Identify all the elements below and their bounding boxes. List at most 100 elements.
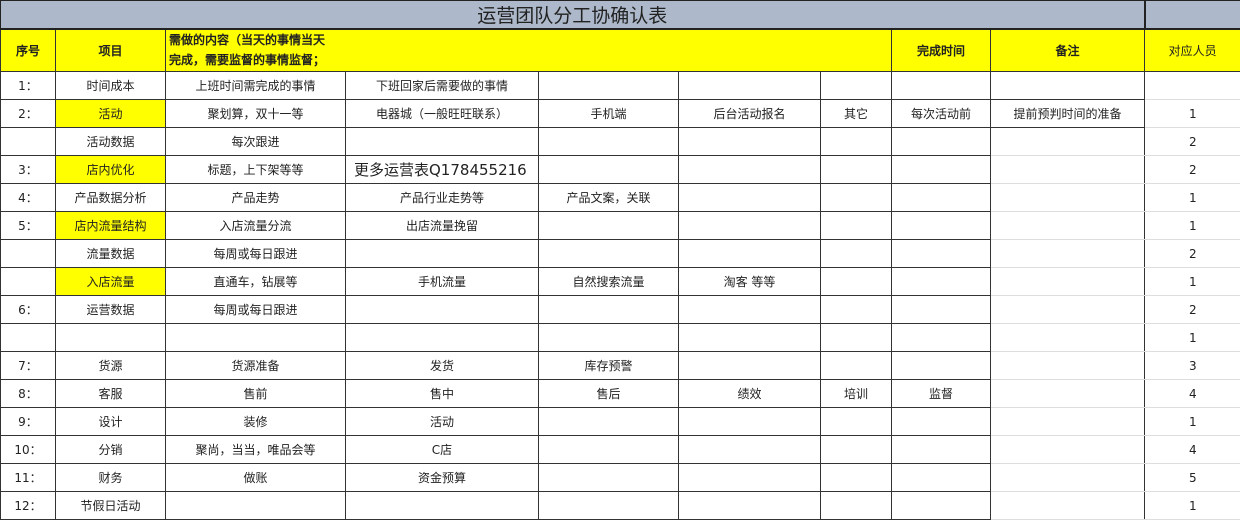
content-cell[interactable] — [679, 436, 821, 464]
content-cell[interactable]: 产品走势 — [166, 184, 346, 212]
content-cell[interactable]: 每周或每日跟进 — [166, 296, 346, 324]
content-cell[interactable] — [821, 72, 892, 100]
content-cell[interactable]: 发货 — [346, 352, 539, 380]
people-cell[interactable]: 1 — [1145, 100, 1240, 128]
item-cell[interactable] — [56, 324, 166, 352]
content-cell[interactable] — [821, 464, 892, 492]
done-time-cell[interactable] — [892, 128, 991, 156]
item-cell[interactable]: 店内流量结构 — [56, 212, 166, 240]
remark-cell[interactable] — [991, 212, 1145, 240]
content-cell[interactable] — [346, 492, 539, 520]
title-empty-cell[interactable] — [1145, 1, 1240, 30]
seq-cell[interactable]: 4： — [1, 184, 56, 212]
people-cell[interactable]: 1 — [1145, 324, 1240, 352]
content-cell[interactable] — [539, 128, 679, 156]
seq-cell[interactable] — [1, 128, 56, 156]
people-cell[interactable]: 3 — [1145, 352, 1240, 380]
done-time-cell[interactable] — [892, 184, 991, 212]
people-cell[interactable]: 1 — [1145, 212, 1240, 240]
header-remark[interactable]: 备注 — [991, 29, 1145, 72]
content-cell[interactable]: 售中 — [346, 380, 539, 408]
content-cell[interactable]: 资金预算 — [346, 464, 539, 492]
done-time-cell[interactable] — [892, 324, 991, 352]
seq-cell[interactable]: 7： — [1, 352, 56, 380]
item-cell[interactable]: 流量数据 — [56, 240, 166, 268]
done-time-cell[interactable] — [892, 296, 991, 324]
remark-cell[interactable] — [991, 380, 1145, 408]
content-cell[interactable] — [539, 436, 679, 464]
content-cell[interactable]: 手机端 — [539, 100, 679, 128]
seq-cell[interactable]: 6： — [1, 296, 56, 324]
item-cell[interactable]: 分销 — [56, 436, 166, 464]
done-time-cell[interactable] — [892, 268, 991, 296]
content-cell[interactable]: 入店流量分流 — [166, 212, 346, 240]
content-cell[interactable]: 直通车，钻展等 — [166, 268, 346, 296]
content-cell[interactable] — [346, 128, 539, 156]
content-cell[interactable] — [679, 72, 821, 100]
people-cell[interactable]: 2 — [1145, 240, 1240, 268]
done-time-cell[interactable] — [892, 156, 991, 184]
item-cell[interactable]: 货源 — [56, 352, 166, 380]
seq-cell[interactable] — [1, 324, 56, 352]
content-cell[interactable] — [679, 296, 821, 324]
people-cell[interactable]: 2 — [1145, 128, 1240, 156]
people-cell[interactable]: 5 — [1145, 464, 1240, 492]
content-cell[interactable]: 售前 — [166, 380, 346, 408]
item-cell[interactable]: 入店流量 — [56, 268, 166, 296]
remark-cell[interactable] — [991, 296, 1145, 324]
content-cell[interactable] — [539, 296, 679, 324]
content-cell[interactable] — [821, 324, 892, 352]
content-cell[interactable] — [539, 240, 679, 268]
remark-cell[interactable] — [991, 128, 1145, 156]
content-cell[interactable]: 上班时间需完成的事情 — [166, 72, 346, 100]
remark-cell[interactable] — [991, 240, 1145, 268]
content-cell[interactable]: 其它 — [821, 100, 892, 128]
remark-cell[interactable] — [991, 184, 1145, 212]
content-cell[interactable] — [821, 268, 892, 296]
content-cell[interactable]: 后台活动报名 — [679, 100, 821, 128]
done-time-cell[interactable] — [892, 408, 991, 436]
content-cell[interactable]: 每次跟进 — [166, 128, 346, 156]
remark-cell[interactable] — [991, 352, 1145, 380]
content-cell[interactable] — [821, 184, 892, 212]
seq-cell[interactable]: 9： — [1, 408, 56, 436]
content-cell[interactable] — [679, 492, 821, 520]
content-cell[interactable] — [821, 492, 892, 520]
done-time-cell[interactable] — [892, 464, 991, 492]
content-cell[interactable]: 出店流量挽留 — [346, 212, 539, 240]
remark-cell[interactable]: 提前预判时间的准备 — [991, 100, 1145, 128]
item-cell[interactable]: 运营数据 — [56, 296, 166, 324]
item-cell[interactable]: 产品数据分析 — [56, 184, 166, 212]
header-done-time[interactable]: 完成时间 — [892, 29, 991, 72]
remark-cell[interactable] — [991, 72, 1145, 100]
people-cell[interactable]: 1 — [1145, 184, 1240, 212]
content-cell[interactable] — [679, 184, 821, 212]
content-cell[interactable] — [539, 212, 679, 240]
done-time-cell[interactable] — [892, 72, 991, 100]
people-cell[interactable]: 4 — [1145, 436, 1240, 464]
done-time-cell[interactable]: 监督 — [892, 380, 991, 408]
seq-cell[interactable]: 11： — [1, 464, 56, 492]
content-cell[interactable] — [821, 352, 892, 380]
seq-cell[interactable] — [1, 268, 56, 296]
content-cell[interactable] — [679, 464, 821, 492]
header-people[interactable]: 对应人员 — [1145, 29, 1240, 72]
seq-cell[interactable]: 12： — [1, 492, 56, 520]
header-content[interactable]: 需做的内容（当天的事情当天 完成，需要监督的事情监督； — [166, 29, 892, 72]
content-cell[interactable] — [821, 296, 892, 324]
content-cell[interactable]: 货源准备 — [166, 352, 346, 380]
header-item[interactable]: 项目 — [56, 29, 166, 72]
content-cell[interactable] — [166, 324, 346, 352]
content-cell[interactable] — [679, 156, 821, 184]
content-cell[interactable] — [539, 464, 679, 492]
seq-cell[interactable]: 2： — [1, 100, 56, 128]
content-cell[interactable] — [821, 436, 892, 464]
people-cell[interactable]: 1 — [1145, 492, 1240, 520]
header-seq[interactable]: 序号 — [1, 29, 56, 72]
content-cell[interactable] — [539, 408, 679, 436]
content-cell[interactable] — [679, 408, 821, 436]
done-time-cell[interactable] — [892, 492, 991, 520]
content-cell[interactable] — [821, 156, 892, 184]
item-cell[interactable]: 活动 — [56, 100, 166, 128]
remark-cell[interactable] — [991, 464, 1145, 492]
